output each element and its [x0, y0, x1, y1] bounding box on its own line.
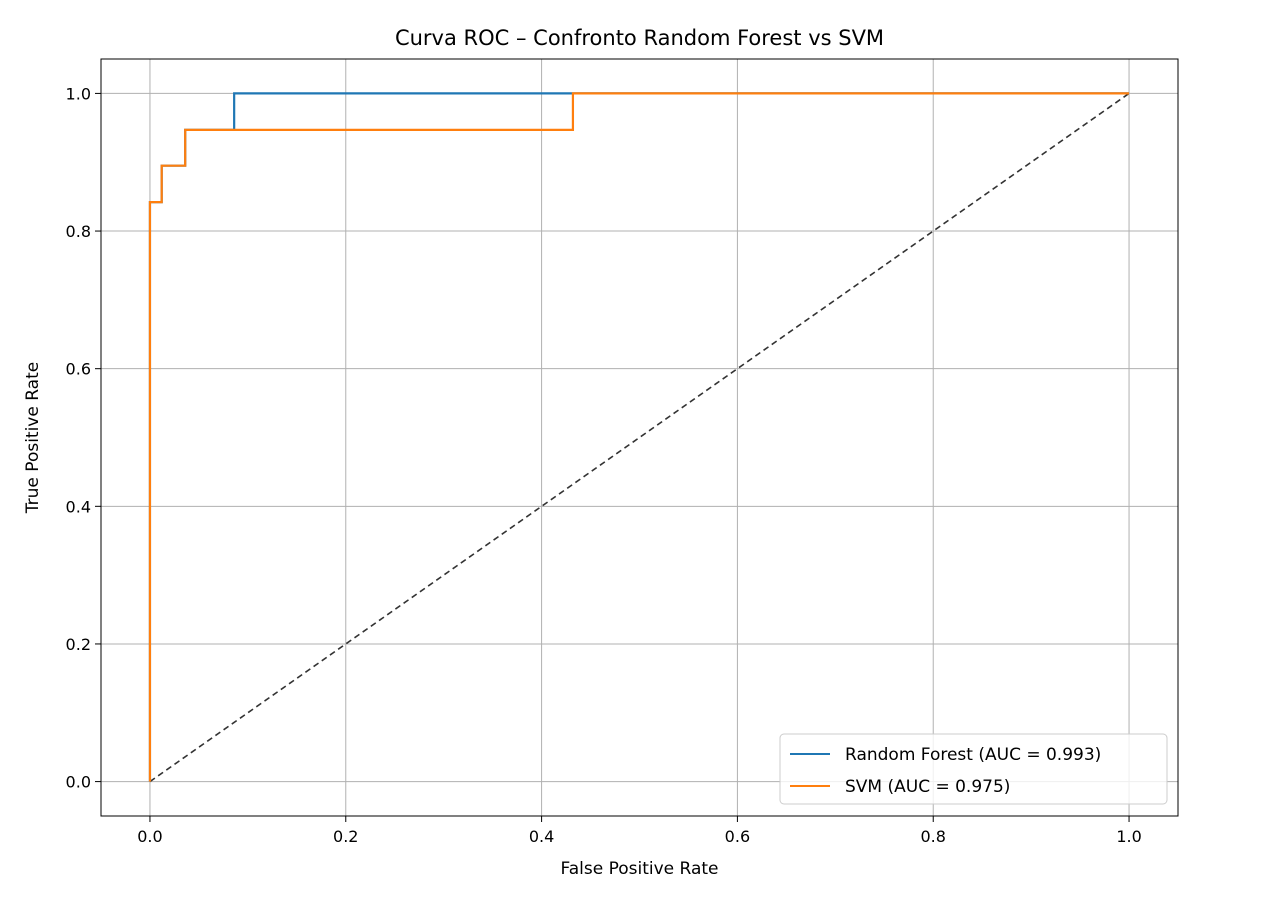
y-axis-label: True Positive Rate — [23, 362, 43, 514]
legend: Random Forest (AUC = 0.993) SVM (AUC = 0… — [779, 733, 1168, 805]
chance-reference-line — [149, 92, 1130, 783]
y-axis-ticks: 0.0 0.2 0.4 0.6 0.8 1.0 — [66, 84, 101, 792]
y-tick-label: 0.4 — [66, 497, 91, 516]
chart-title: Curva ROC – Confronto Random Forest vs S… — [395, 26, 884, 50]
x-tick-label: 0.0 — [137, 827, 162, 846]
x-axis-label: False Positive Rate — [561, 859, 719, 879]
x-tick-label: 0.4 — [529, 827, 554, 846]
legend-label-svm: SVM (AUC = 0.975) — [845, 777, 1010, 797]
y-tick-label: 0.6 — [66, 360, 91, 379]
plot-frame — [100, 58, 1179, 817]
legend-box — [779, 733, 1168, 805]
x-tick-label: 0.6 — [725, 827, 750, 846]
x-axis-ticks: 0.0 0.2 0.4 0.6 0.8 1.0 — [137, 816, 1142, 846]
series-line-random-forest — [148, 92, 1130, 782]
series-line-svm — [148, 92, 1130, 782]
x-tick-label: 0.2 — [333, 827, 358, 846]
y-tick-label: 0.0 — [66, 773, 91, 792]
series-layer — [148, 92, 1130, 782]
y-tick-label: 0.8 — [66, 222, 91, 241]
y-tick-label: 1.0 — [66, 84, 91, 103]
y-tick-label: 0.2 — [66, 635, 91, 654]
x-tick-label: 0.8 — [921, 827, 946, 846]
x-tick-label: 1.0 — [1116, 827, 1141, 846]
reference-line-layer — [149, 92, 1130, 783]
legend-label-random-forest: Random Forest (AUC = 0.993) — [845, 745, 1101, 765]
